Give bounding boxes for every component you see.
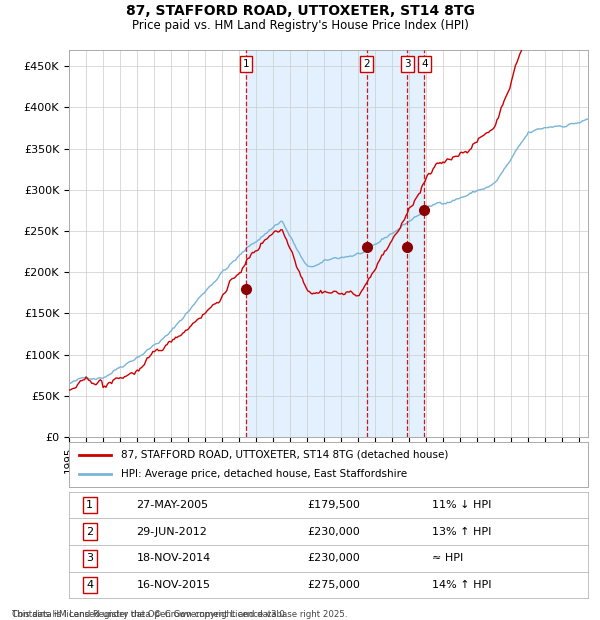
Text: 14% ↑ HPI: 14% ↑ HPI (432, 580, 492, 590)
Text: £179,500: £179,500 (308, 500, 361, 510)
Text: 16-NOV-2015: 16-NOV-2015 (136, 580, 211, 590)
Text: 18-NOV-2014: 18-NOV-2014 (136, 553, 211, 564)
Text: 1: 1 (243, 60, 250, 69)
Text: 3: 3 (404, 60, 410, 69)
Text: 87, STAFFORD ROAD, UTTOXETER, ST14 8TG (detached house): 87, STAFFORD ROAD, UTTOXETER, ST14 8TG (… (121, 450, 448, 459)
Text: 87, STAFFORD ROAD, UTTOXETER, ST14 8TG: 87, STAFFORD ROAD, UTTOXETER, ST14 8TG (125, 4, 475, 19)
Text: 3: 3 (86, 553, 93, 564)
Text: 4: 4 (421, 60, 428, 69)
Text: ≈ HPI: ≈ HPI (432, 553, 464, 564)
Text: Price paid vs. HM Land Registry's House Price Index (HPI): Price paid vs. HM Land Registry's House … (131, 19, 469, 32)
Text: 13% ↑ HPI: 13% ↑ HPI (432, 526, 491, 537)
Text: £275,000: £275,000 (308, 580, 361, 590)
Text: 4: 4 (86, 580, 94, 590)
Bar (246, 50, 424, 437)
Text: £230,000: £230,000 (308, 553, 361, 564)
Text: 2: 2 (364, 60, 370, 69)
Text: £230,000: £230,000 (308, 526, 361, 537)
Text: 11% ↓ HPI: 11% ↓ HPI (432, 500, 491, 510)
Text: 27-MAY-2005: 27-MAY-2005 (136, 500, 209, 510)
Text: 1: 1 (86, 500, 93, 510)
Text: Contains HM Land Registry data © Crown copyright and database right 2025.: Contains HM Land Registry data © Crown c… (12, 610, 347, 619)
Text: 29-JUN-2012: 29-JUN-2012 (136, 526, 208, 537)
Text: HPI: Average price, detached house, East Staffordshire: HPI: Average price, detached house, East… (121, 469, 407, 479)
Text: This data is licensed under the Open Government Licence v3.0.: This data is licensed under the Open Gov… (12, 600, 287, 619)
Text: 2: 2 (86, 526, 94, 537)
